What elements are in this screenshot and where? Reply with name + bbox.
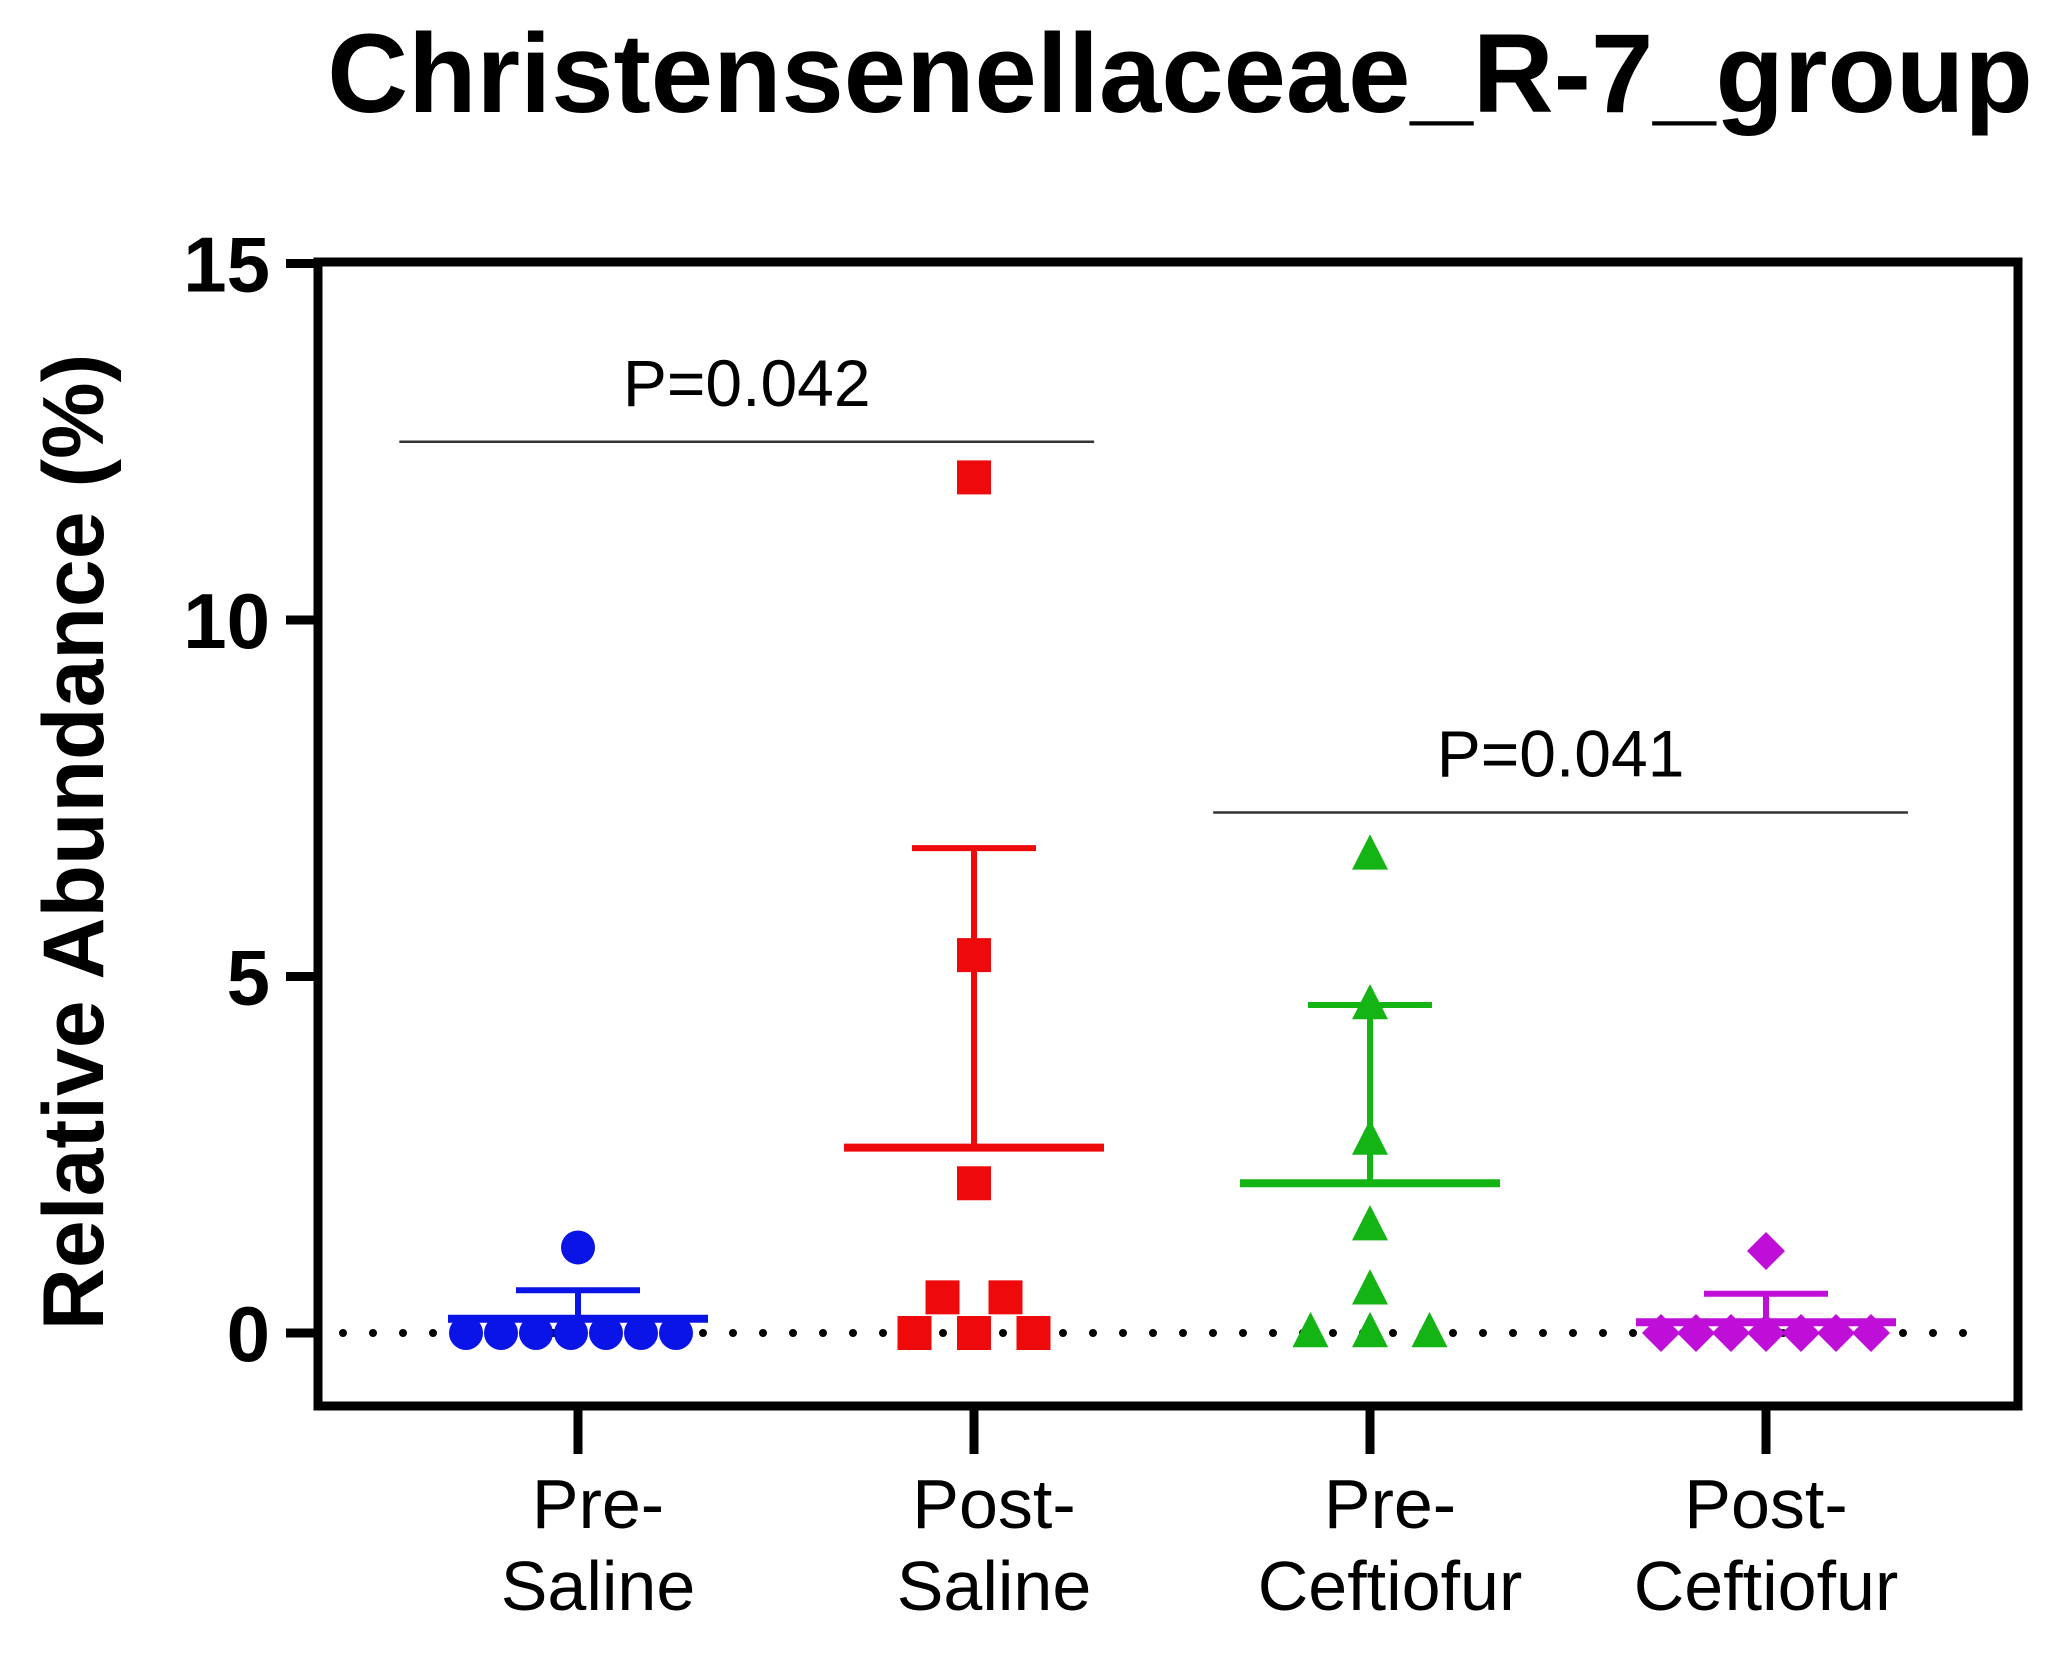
y-axis-label: Relative Abundance (%) xyxy=(26,354,122,1330)
data-point xyxy=(1352,983,1388,1020)
data-point xyxy=(1292,1311,1329,1348)
data-point xyxy=(1642,1314,1680,1352)
data-point xyxy=(659,1316,693,1350)
series-pre-saline xyxy=(448,1287,708,1323)
y-tick-label: 10 xyxy=(183,577,270,665)
x-tick-label: Saline xyxy=(897,1547,1092,1625)
plot-area: 051015Pre-SalinePost-SalinePre-Ceftiofur… xyxy=(183,221,2023,1625)
data-point xyxy=(1747,1232,1785,1271)
data-point xyxy=(1016,1316,1051,1350)
data-point xyxy=(1747,1314,1785,1352)
data-point xyxy=(484,1316,518,1350)
x-tick-label: Pre- xyxy=(532,1465,664,1543)
data-point xyxy=(1782,1314,1820,1352)
chart-title: Christensenellaceae_R-7_group xyxy=(327,11,2033,136)
data-point xyxy=(1817,1314,1855,1352)
y-tick-label: 5 xyxy=(227,934,270,1022)
x-tick-label: Saline xyxy=(501,1547,696,1625)
data-point xyxy=(957,938,991,973)
data-point xyxy=(1411,1311,1448,1348)
data-point xyxy=(589,1316,623,1350)
series-post-saline xyxy=(844,845,1104,1152)
data-point xyxy=(519,1316,553,1350)
data-point xyxy=(561,1230,595,1265)
data-point xyxy=(988,1280,1023,1315)
data-point xyxy=(1712,1314,1750,1352)
plot-frame xyxy=(313,257,2023,1411)
data-point xyxy=(1352,1311,1388,1348)
data-point xyxy=(957,1316,991,1350)
data-point xyxy=(957,1166,991,1201)
y-tick-label: 15 xyxy=(183,221,270,309)
y-tick-label: 0 xyxy=(227,1290,270,1378)
data-point xyxy=(1352,834,1388,870)
data-point xyxy=(957,460,991,495)
data-point xyxy=(1677,1314,1715,1352)
data-point xyxy=(449,1316,483,1350)
x-tick-label: Ceftiofur xyxy=(1258,1547,1523,1625)
data-point xyxy=(624,1316,658,1350)
comparison-p-value: P=0.041 xyxy=(1437,717,1685,791)
data-point xyxy=(1352,1119,1388,1155)
comparison-p-value: P=0.042 xyxy=(623,346,871,420)
x-tick-label: Post- xyxy=(1684,1465,1847,1543)
data-point xyxy=(1352,1204,1388,1241)
data-point xyxy=(925,1280,960,1315)
x-tick-label: Pre- xyxy=(1324,1465,1456,1543)
x-tick-label: Post- xyxy=(912,1465,1075,1543)
data-point xyxy=(1852,1314,1890,1352)
data-point xyxy=(1352,1269,1388,1305)
x-tick-label: Ceftiofur xyxy=(1634,1547,1899,1625)
data-point xyxy=(554,1316,588,1350)
data-point xyxy=(897,1316,932,1350)
series-pre-ceftiofur xyxy=(1240,1002,1500,1188)
